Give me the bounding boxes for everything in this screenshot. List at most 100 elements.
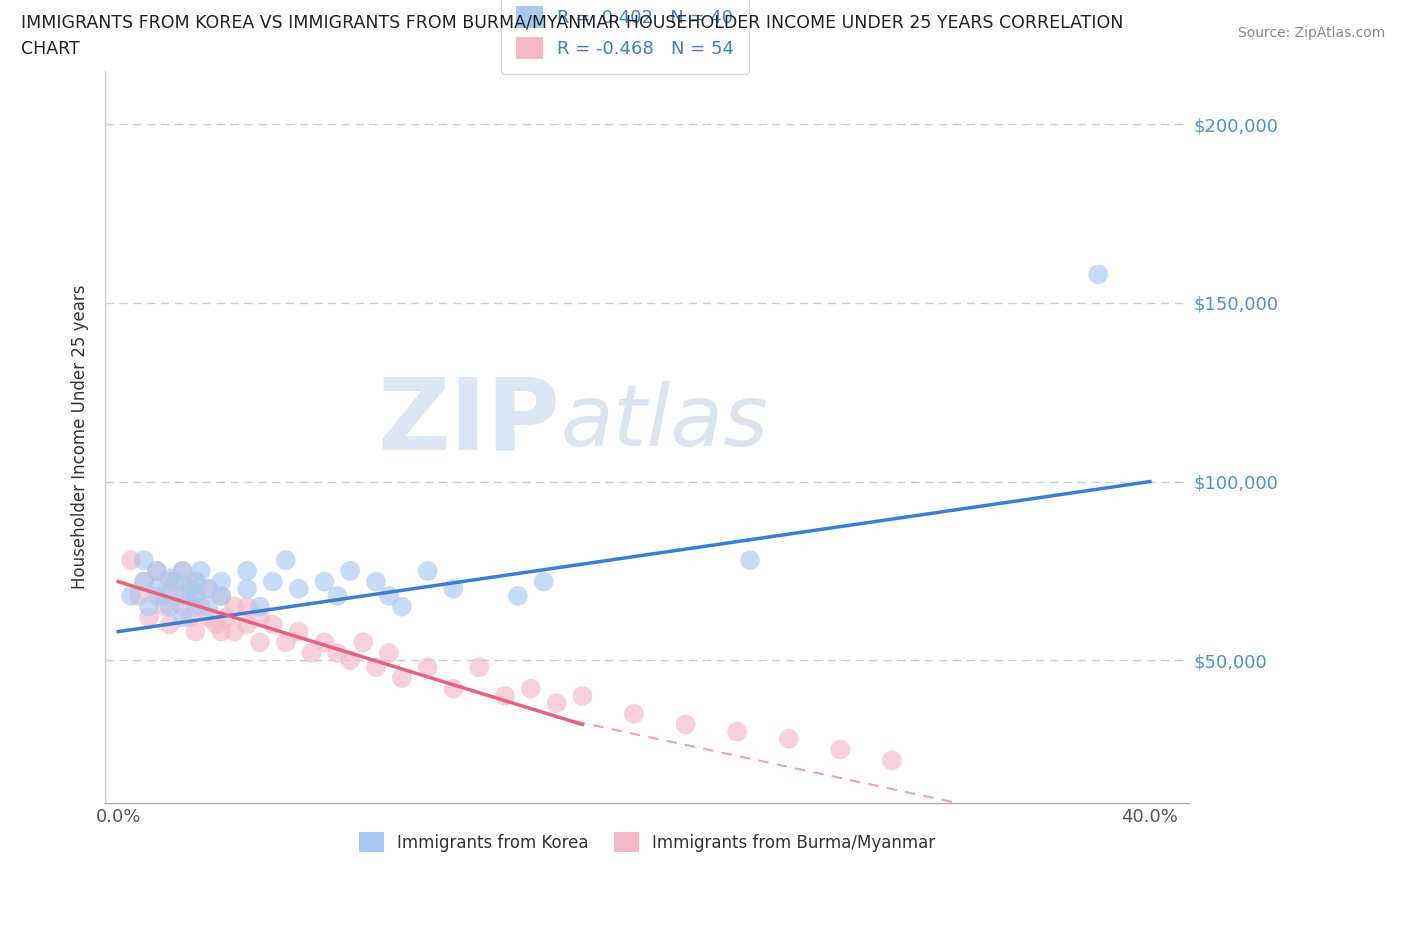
Point (197, 610, 219, 625)
Point (209, 624, 232, 639)
Legend: Immigrants from Korea, Immigrants from Burma/Myanmar: Immigrants from Korea, Immigrants from B… (350, 824, 943, 860)
Point (184, 624, 207, 639)
Point (153, 599, 176, 614)
Point (163, 574, 186, 589)
Point (520, 682, 543, 697)
Point (146, 581, 169, 596)
Point (184, 589, 207, 604)
Text: IMMIGRANTS FROM KOREA VS IMMIGRANTS FROM BURMA/MYANMAR HOUSEHOLDER INCOME UNDER : IMMIGRANTS FROM KOREA VS IMMIGRANTS FROM… (21, 14, 1123, 32)
Point (533, 574, 555, 589)
Point (138, 610, 160, 625)
Point (1087, 267, 1109, 282)
Point (314, 574, 336, 589)
Point (391, 599, 413, 614)
Point (494, 688, 516, 703)
Point (441, 581, 464, 596)
Point (326, 589, 349, 604)
Point (159, 617, 181, 631)
Y-axis label: Householder Income Under 25 years: Householder Income Under 25 years (72, 285, 89, 590)
Point (778, 731, 800, 746)
Point (364, 574, 387, 589)
Point (675, 717, 697, 732)
Point (391, 671, 413, 685)
Point (184, 589, 207, 604)
Point (339, 653, 361, 668)
Point (249, 599, 271, 614)
Point (416, 564, 439, 578)
Point (274, 635, 297, 650)
Point (209, 589, 232, 604)
Point (224, 624, 246, 639)
Point (262, 574, 284, 589)
Point (364, 660, 387, 675)
Point (209, 574, 232, 589)
Point (546, 696, 568, 711)
Point (128, 589, 150, 604)
Text: CHART: CHART (21, 40, 80, 58)
Point (506, 589, 529, 604)
Point (146, 564, 169, 578)
Point (184, 574, 207, 589)
Point (314, 635, 336, 650)
Point (215, 610, 238, 625)
Point (190, 564, 212, 578)
Point (301, 645, 323, 660)
Point (249, 635, 271, 650)
Point (287, 624, 309, 639)
Point (224, 599, 246, 614)
Point (184, 599, 207, 614)
Point (120, 552, 142, 567)
Point (146, 564, 169, 578)
Point (209, 589, 232, 604)
Point (326, 645, 349, 660)
Point (197, 599, 219, 614)
Point (179, 581, 201, 596)
Point (172, 564, 194, 578)
Point (880, 752, 903, 767)
Text: atlas: atlas (560, 380, 768, 464)
Point (184, 574, 207, 589)
Text: Source: ZipAtlas.com: Source: ZipAtlas.com (1237, 26, 1385, 40)
Point (163, 589, 186, 604)
Point (287, 581, 309, 596)
Point (339, 564, 361, 578)
Point (197, 581, 219, 596)
Point (236, 564, 259, 578)
Point (120, 589, 142, 604)
Point (159, 599, 181, 614)
Point (172, 589, 194, 604)
Point (159, 571, 181, 586)
Point (172, 599, 194, 614)
Point (236, 599, 259, 614)
Point (725, 724, 748, 739)
Point (132, 574, 155, 589)
Point (153, 589, 176, 604)
Point (236, 581, 259, 596)
Point (249, 610, 271, 625)
Point (132, 552, 155, 567)
Point (236, 617, 259, 631)
Point (132, 574, 155, 589)
Point (205, 617, 228, 631)
Point (172, 564, 194, 578)
Point (416, 660, 439, 675)
Point (623, 707, 645, 722)
Point (262, 617, 284, 631)
Point (738, 552, 761, 567)
Point (179, 610, 201, 625)
Point (830, 742, 852, 757)
Point (190, 599, 212, 614)
Point (352, 635, 374, 650)
Point (159, 574, 181, 589)
Point (378, 645, 401, 660)
Point (571, 688, 593, 703)
Point (378, 589, 401, 604)
Point (172, 574, 194, 589)
Text: ZIP: ZIP (377, 374, 560, 471)
Point (138, 599, 160, 614)
Point (172, 610, 194, 625)
Point (197, 581, 219, 596)
Point (274, 552, 297, 567)
Point (441, 682, 464, 697)
Point (146, 589, 169, 604)
